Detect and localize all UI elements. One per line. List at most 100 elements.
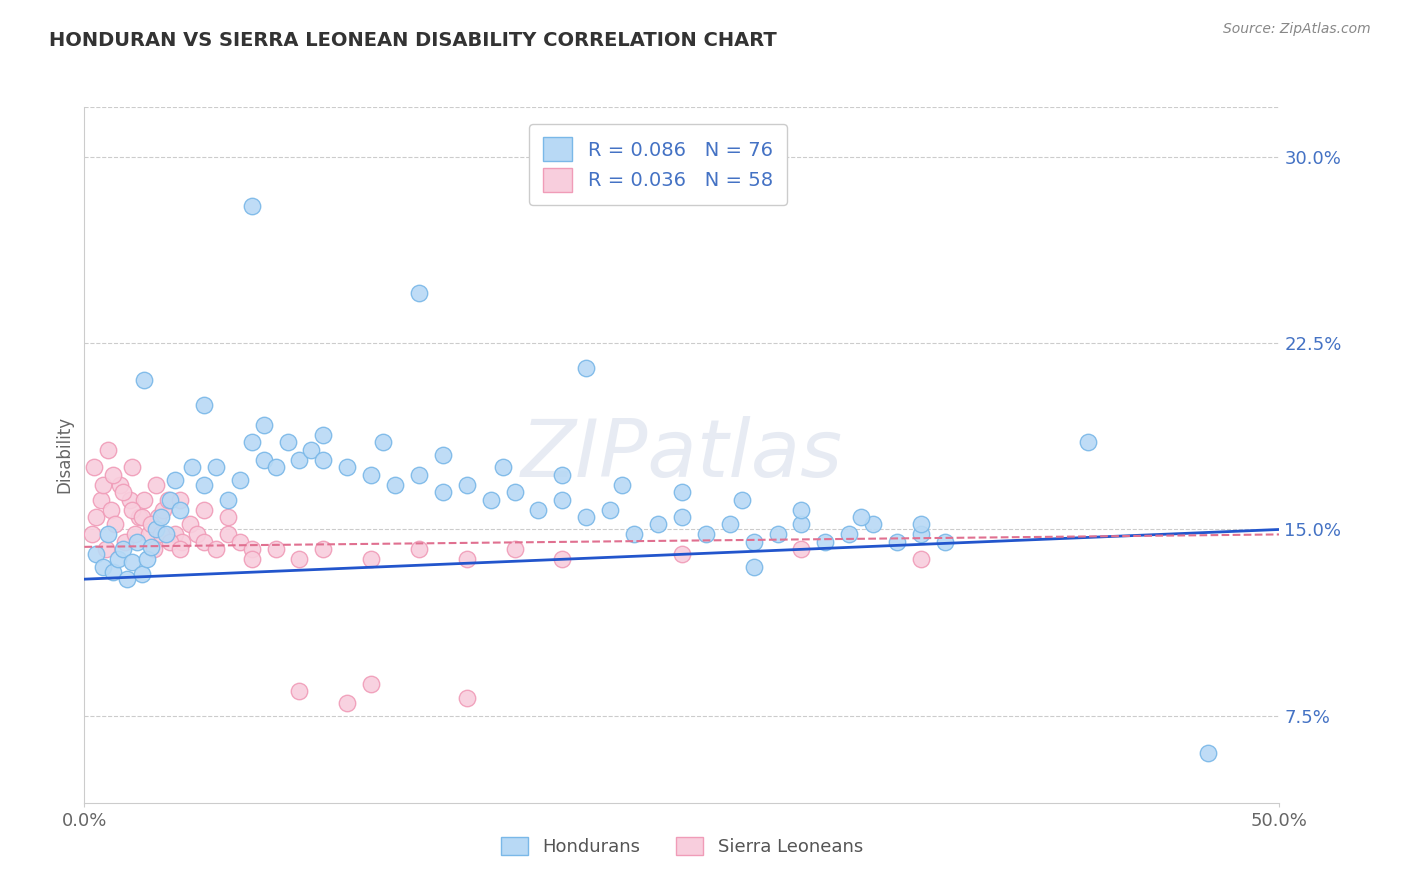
Point: [1077, 435, 1099, 450]
Point: [934, 534, 956, 549]
Point: [575, 361, 598, 376]
Point: [240, 435, 263, 450]
Point: [910, 552, 932, 566]
Point: [148, 510, 170, 524]
Point: [851, 510, 873, 524]
Point: [193, 477, 215, 491]
Point: [360, 552, 382, 566]
Point: [814, 534, 837, 549]
Point: [165, 527, 187, 541]
Point: [253, 418, 276, 433]
Point: [205, 542, 228, 557]
Point: [910, 527, 932, 541]
Point: [551, 552, 574, 566]
Point: [94, 542, 117, 557]
Point: [479, 492, 502, 507]
Point: [503, 542, 526, 557]
Text: HONDURAN VS SIERRA LEONEAN DISABILITY CORRELATION CHART: HONDURAN VS SIERRA LEONEAN DISABILITY CO…: [49, 31, 778, 50]
Point: [80, 527, 103, 541]
Point: [527, 502, 550, 516]
Point: [838, 527, 860, 541]
Point: [138, 527, 160, 541]
Point: [671, 547, 693, 561]
Point: [492, 460, 515, 475]
Point: [217, 527, 239, 541]
Point: [551, 467, 574, 482]
Point: [159, 534, 181, 549]
Point: [301, 442, 323, 457]
Point: [90, 492, 112, 507]
Point: [229, 534, 252, 549]
Point: [503, 485, 526, 500]
Point: [432, 485, 454, 500]
Point: [124, 527, 146, 541]
Point: [288, 552, 311, 566]
Point: [264, 460, 287, 475]
Point: [97, 442, 120, 457]
Point: [132, 373, 156, 387]
Point: [264, 542, 287, 557]
Point: [647, 517, 669, 532]
Point: [152, 502, 174, 516]
Point: [718, 517, 741, 532]
Point: [360, 676, 382, 690]
Point: [766, 527, 789, 541]
Point: [193, 534, 215, 549]
Point: [101, 467, 124, 482]
Point: [131, 510, 153, 524]
Point: [121, 502, 143, 516]
Point: [181, 460, 204, 475]
Point: [83, 460, 105, 475]
Point: [408, 542, 430, 557]
Point: [217, 492, 239, 507]
Point: [169, 492, 191, 507]
Point: [384, 477, 406, 491]
Point: [179, 517, 201, 532]
Point: [240, 199, 263, 213]
Point: [193, 398, 215, 412]
Point: [93, 559, 115, 574]
Point: [408, 467, 430, 482]
Point: [790, 542, 813, 557]
Point: [742, 559, 765, 574]
Point: [408, 286, 430, 301]
Point: [104, 517, 127, 532]
Point: [149, 527, 172, 541]
Point: [141, 517, 163, 532]
Point: [97, 527, 120, 541]
Point: [456, 477, 478, 491]
Point: [110, 477, 132, 491]
Point: [288, 684, 311, 698]
Point: [205, 460, 228, 475]
Point: [193, 502, 215, 516]
Point: [111, 542, 134, 557]
Point: [157, 492, 180, 507]
Point: [671, 485, 693, 500]
Point: [910, 517, 932, 532]
Point: [165, 473, 187, 487]
Point: [612, 477, 634, 491]
Point: [217, 510, 239, 524]
Point: [360, 467, 382, 482]
Point: [277, 435, 299, 450]
Point: [671, 510, 693, 524]
Point: [456, 691, 478, 706]
Point: [145, 477, 167, 491]
Point: [312, 428, 335, 442]
Point: [373, 435, 395, 450]
Point: [336, 460, 359, 475]
Point: [886, 534, 908, 549]
Text: Source: ZipAtlas.com: Source: ZipAtlas.com: [1223, 22, 1371, 37]
Point: [131, 567, 153, 582]
Point: [695, 527, 717, 541]
Point: [432, 448, 454, 462]
Point: [229, 473, 252, 487]
Point: [117, 572, 139, 586]
Point: [551, 492, 574, 507]
Point: [790, 517, 813, 532]
Point: [141, 540, 163, 554]
Point: [456, 552, 478, 566]
Point: [623, 527, 645, 541]
Point: [114, 534, 136, 549]
Point: [100, 502, 122, 516]
